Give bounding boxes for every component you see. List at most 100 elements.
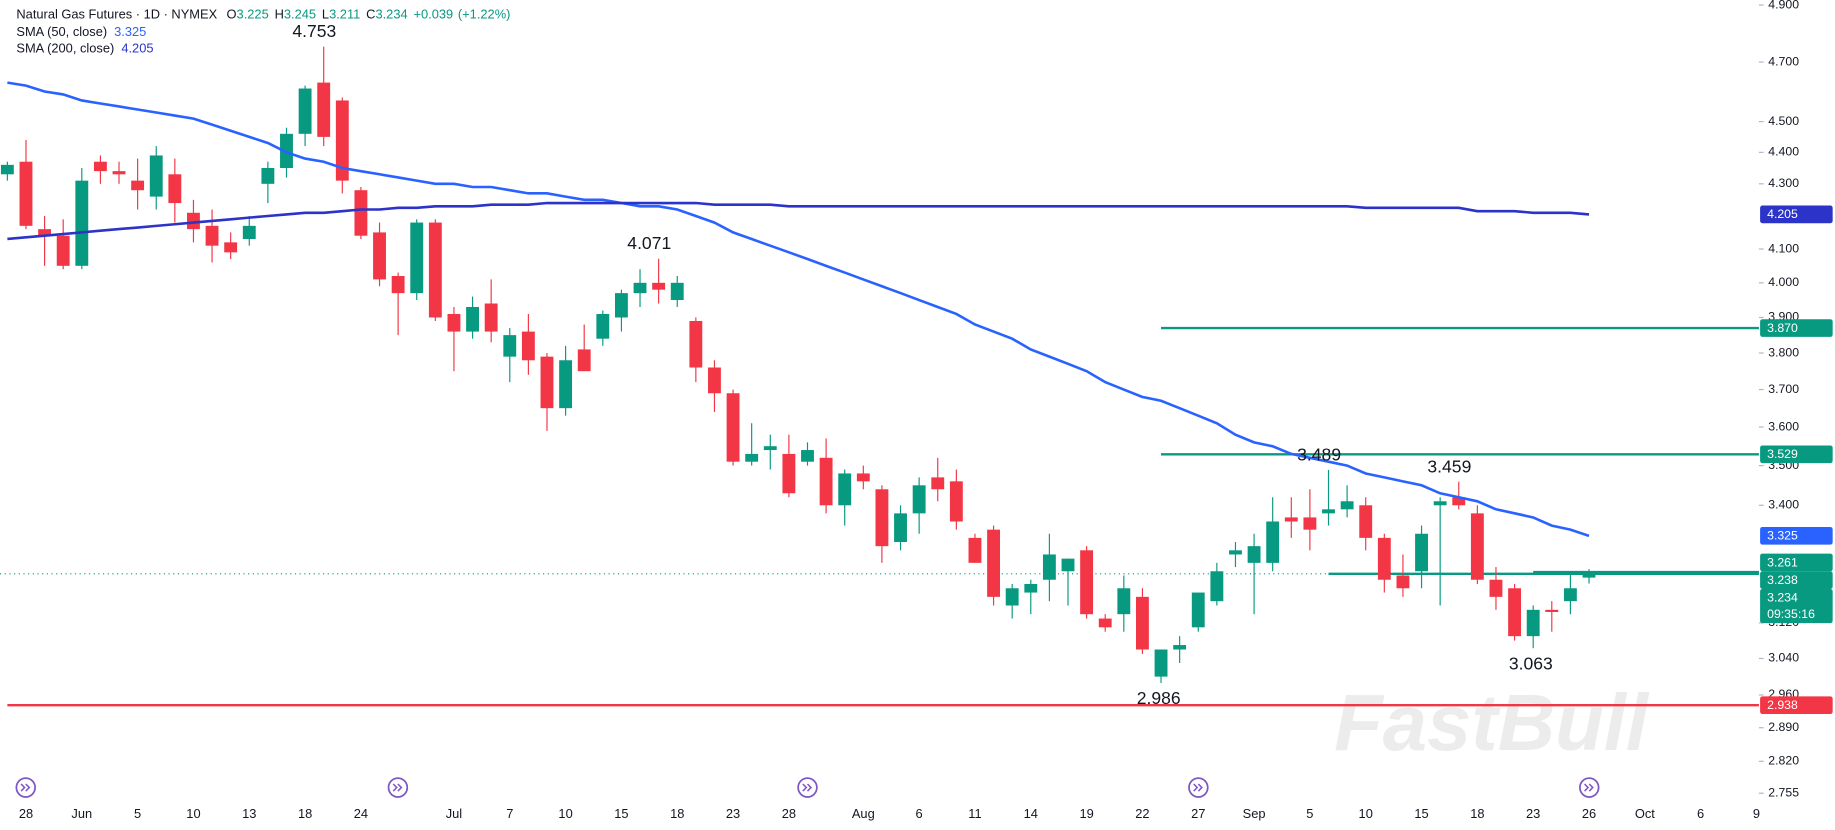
- price-box: [1760, 526, 1833, 545]
- candle-body: [949, 481, 963, 522]
- candle-body: [912, 485, 926, 514]
- event-icon[interactable]: [797, 777, 818, 798]
- candle-body: [1415, 533, 1428, 572]
- candle-body: [1210, 571, 1224, 602]
- event-icon[interactable]: [387, 777, 409, 798]
- y-tick-label: 2.820: [1768, 754, 1799, 768]
- x-tick-label: Jul: [446, 806, 462, 821]
- event-icon[interactable]: [15, 777, 36, 798]
- candle-body: [670, 282, 684, 301]
- candle-body: [1470, 513, 1484, 580]
- price-box: [1760, 588, 1833, 624]
- candle-body: [1024, 583, 1038, 593]
- x-tick-label: 23: [1526, 806, 1540, 821]
- price-box-label: 3.238: [1767, 573, 1798, 587]
- candle-body: [801, 450, 814, 462]
- candle-body: [931, 477, 945, 490]
- y-tick-label: 4.300: [1768, 176, 1799, 190]
- x-tick-label: 6: [916, 806, 923, 821]
- candle-body: [633, 282, 647, 294]
- candle-body: [1005, 588, 1019, 606]
- x-tick-label: 5: [1306, 806, 1313, 821]
- ohlc-key: C: [366, 7, 375, 22]
- candle-body: [1377, 537, 1391, 580]
- candle-body: [1284, 517, 1298, 522]
- candle-body: [1247, 546, 1261, 563]
- candle-body: [1266, 521, 1280, 563]
- candle-body: [466, 306, 479, 332]
- legend-value: 4.205: [121, 41, 153, 56]
- change-percent: (+1.22%): [458, 7, 511, 22]
- y-tick-label: 4.500: [1768, 114, 1799, 128]
- candle-body: [1229, 550, 1242, 555]
- candle-body: [1508, 588, 1522, 637]
- candle-body: [745, 453, 759, 462]
- x-tick-label: Jun: [71, 806, 92, 821]
- candle-body: [1154, 649, 1168, 677]
- candle-body: [317, 82, 331, 137]
- candle-body: [484, 303, 498, 332]
- event-icon[interactable]: [1579, 777, 1600, 798]
- y-tick-label: 4.100: [1768, 241, 1799, 255]
- candle-body: [1061, 558, 1075, 572]
- candle-body: [1396, 575, 1410, 589]
- x-tick-label: 13: [242, 806, 256, 821]
- price-box: [1760, 319, 1833, 337]
- ohlc-key: L: [322, 7, 329, 22]
- x-tick-label: 14: [1024, 806, 1038, 821]
- y-tick-label: 2.755: [1768, 785, 1799, 799]
- x-tick-label: Oct: [1635, 806, 1655, 821]
- x-tick-label: 18: [298, 806, 312, 821]
- x-tick-label: 18: [1470, 806, 1484, 821]
- candle-body: [838, 473, 852, 506]
- x-tick-label: 28: [19, 806, 33, 821]
- y-tick-label: 3.040: [1768, 651, 1799, 665]
- candle-body: [187, 212, 200, 230]
- y-tick-label: 4.900: [1768, 0, 1799, 11]
- candle-body: [1452, 497, 1466, 506]
- y-tick-label: 2.890: [1768, 720, 1799, 734]
- high-label: 3.459: [1427, 456, 1471, 476]
- high-label: 4.071: [627, 233, 671, 253]
- x-tick-label: Sep: [1243, 806, 1266, 821]
- legend-name: SMA (50, close): [16, 24, 107, 39]
- candle-body: [596, 313, 610, 339]
- event-icon[interactable]: [1188, 777, 1209, 798]
- legend-name: SMA (200, close): [16, 41, 114, 56]
- x-tick-label: 19: [1079, 806, 1093, 821]
- candle-body: [242, 225, 256, 240]
- candle-body: [261, 167, 275, 184]
- x-tick-label: 10: [1359, 806, 1373, 821]
- x-tick-label: 23: [726, 806, 740, 821]
- sma-line: [7, 81, 1590, 538]
- candle-body: [1173, 645, 1187, 650]
- price-box-label: 3.870: [1767, 321, 1798, 335]
- candle-body: [335, 100, 349, 181]
- price-box: [1760, 571, 1833, 589]
- x-tick-label: Aug: [852, 806, 875, 821]
- x-tick-label: 6: [1697, 806, 1704, 821]
- ohlc-value: 3.211: [329, 7, 360, 22]
- header-line: Natural Gas Futures · 1D · NYMEX O3.225 H3…: [16, 7, 510, 22]
- candle-body: [1042, 554, 1056, 580]
- x-tick-label: 15: [614, 806, 628, 821]
- candle-body: [894, 513, 907, 543]
- y-tick-label: 4.400: [1768, 145, 1799, 159]
- price-box-label: 3.261: [1767, 555, 1798, 569]
- high-label: 4.753: [292, 21, 336, 41]
- candle-body: [1098, 618, 1112, 628]
- ohlc-value: 3.234: [375, 7, 407, 22]
- y-tick-label: 3.400: [1768, 498, 1799, 512]
- ohlc-value: 3.245: [284, 7, 316, 22]
- candle-body: [131, 180, 145, 191]
- x-tick-label: 15: [1414, 806, 1428, 821]
- watermark: FastBull: [1334, 678, 1650, 767]
- candle-body: [782, 453, 796, 494]
- candle-body: [75, 180, 89, 266]
- candle-body: [205, 225, 219, 246]
- candle-body: [373, 232, 386, 280]
- x-tick-label: 10: [558, 806, 572, 821]
- candle-body: [708, 367, 721, 394]
